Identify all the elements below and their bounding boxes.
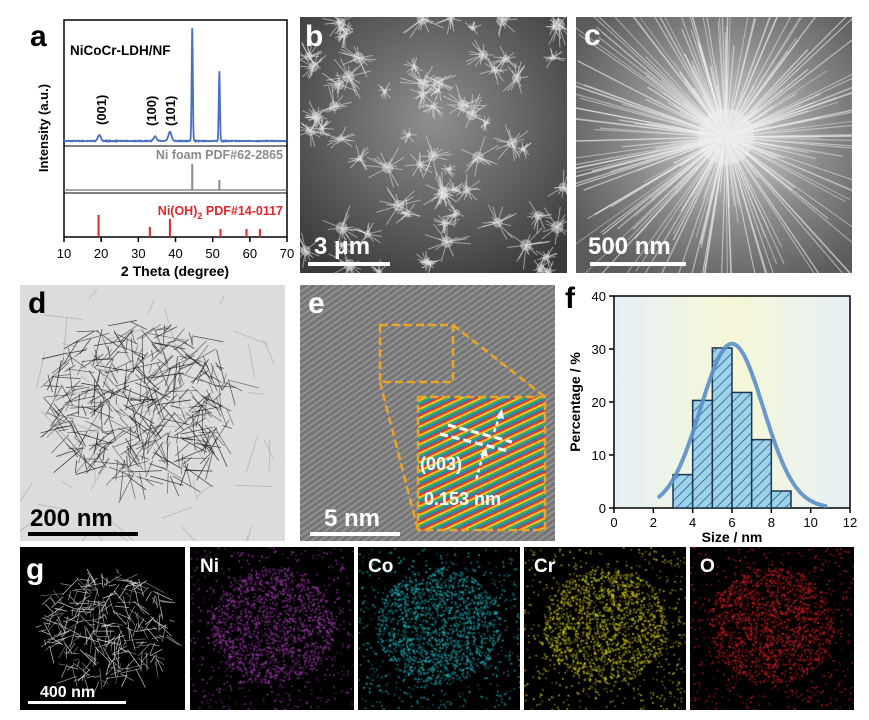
histogram-ytick-label: 20 (592, 395, 606, 410)
xrd-chart: NiCoCr-LDH/NF Ni foam PDF#62-2865 Ni(OH)… (36, 19, 294, 279)
scalebar-d-label: 200 nm (30, 505, 113, 532)
eds-map-o: O (690, 547, 854, 710)
histogram-bar (711, 347, 733, 509)
scalebar-c-label: 500 nm (588, 233, 671, 260)
panel-b-sem-image: b 3 μm (300, 17, 567, 273)
scalebar-e-label: 5 nm (324, 505, 381, 532)
histogram-bar (672, 473, 694, 509)
scalebar-g-line (28, 701, 126, 704)
eds-map-cr-label: Cr (534, 556, 556, 577)
xrd-ylabel: Intensity (a.u.) (36, 84, 51, 172)
xrd-series-name-nioh2: Ni(OH)2 PDF#14-0117 (158, 204, 283, 221)
histogram-xtick-label: 12 (843, 515, 857, 530)
panel-letter-c: c (584, 19, 601, 52)
scalebar-b-line (308, 262, 390, 266)
eds-map-ni: Ni (190, 547, 354, 710)
eds-map-ni-label: Ni (200, 556, 219, 577)
panel-letter-g: g (26, 553, 45, 586)
scalebar-b-label: 3 μm (314, 233, 371, 260)
xrd-xtick-label: 50 (205, 246, 219, 261)
histogram-ytick-label: 30 (592, 342, 606, 357)
xrd-peak-label-101: (101) (163, 96, 178, 126)
xrd-xtick-label: 20 (94, 246, 108, 261)
histogram-chart: 0 2 4 6 8 10 12 0 10 20 30 40 Percentage / % Size /… (567, 289, 857, 544)
histogram-xtick-label: 2 (650, 515, 657, 530)
panel-letter-b: b (305, 20, 324, 53)
eds-map-co-label: Co (368, 556, 394, 577)
xrd-peak-label-100: (100) (144, 96, 159, 126)
xrd-xtick-label: 40 (168, 246, 182, 261)
xrd-xtick-label: 10 (57, 246, 71, 261)
panel-e-hrtem-image: e (003) 0.153 nm 5 nm (300, 285, 555, 541)
histogram-bar (731, 391, 753, 509)
histogram-ytick-label: 10 (592, 448, 606, 463)
histogram-fit-curve (657, 341, 828, 508)
xrd-xlabel: 2 Theta (degree) (121, 263, 229, 279)
hrtem-selection-box (378, 323, 455, 384)
xrd-peak-label-001: (001) (94, 95, 109, 125)
scalebar-d-line (28, 532, 138, 536)
histogram-ytick-label: 40 (592, 289, 606, 304)
panel-f: f 0 2 4 6 8 10 12 0 10 20 30 40 Percentage / % Size… (565, 282, 865, 545)
eds-map-o-label: O (700, 556, 715, 577)
hrtem-plane-label: (003) (420, 454, 463, 474)
xrd-series-name-nifoam: Ni foam PDF#62-2865 (156, 148, 283, 162)
histogram-xtick-label: 10 (803, 515, 817, 530)
histogram-xtick-label: 8 (768, 515, 775, 530)
panel-a: a NiCoCr-LDH/NF Ni foam PDF#62-2865 Ni(O… (0, 0, 300, 282)
histogram-bar (691, 399, 714, 509)
histogram-xtick-label: 4 (689, 515, 696, 530)
histogram-ylabel: Percentage / % (567, 352, 583, 452)
histogram-bar (770, 490, 792, 509)
histogram-bar (750, 438, 773, 509)
xrd-xtick-label: 70 (280, 246, 294, 261)
histogram-xlabel: Size / nm (702, 529, 763, 544)
xrd-xtick-label: 60 (243, 246, 257, 261)
histogram-ytick-label: 0 (599, 501, 606, 516)
hrtem-spacing-label: 0.153 nm (424, 489, 502, 509)
panel-letter-d: d (28, 287, 47, 320)
xrd-line-ldh (63, 27, 288, 144)
eds-map-cr: Cr (524, 547, 686, 710)
scalebar-e-line (310, 532, 400, 536)
eds-map-co: Co (358, 547, 520, 710)
panel-c-sem-image: c 500 nm (576, 17, 852, 273)
histogram-xtick-label: 6 (728, 515, 735, 530)
scalebar-c-line (590, 262, 686, 266)
panel-letter-f: f (565, 282, 575, 315)
panel-g-haadf-image: g 400 nm (20, 547, 185, 710)
scalebar-g-label: 400 nm (40, 684, 96, 701)
histogram-xtick-label: 0 (610, 515, 617, 530)
panel-letter-a: a (30, 20, 47, 53)
xrd-xtick-label: 30 (131, 246, 145, 261)
panel-letter-e: e (308, 287, 325, 320)
panel-d-tem-image: d 200 nm (20, 285, 285, 541)
xrd-series-name-ldh: NiCoCr-LDH/NF (70, 43, 171, 58)
